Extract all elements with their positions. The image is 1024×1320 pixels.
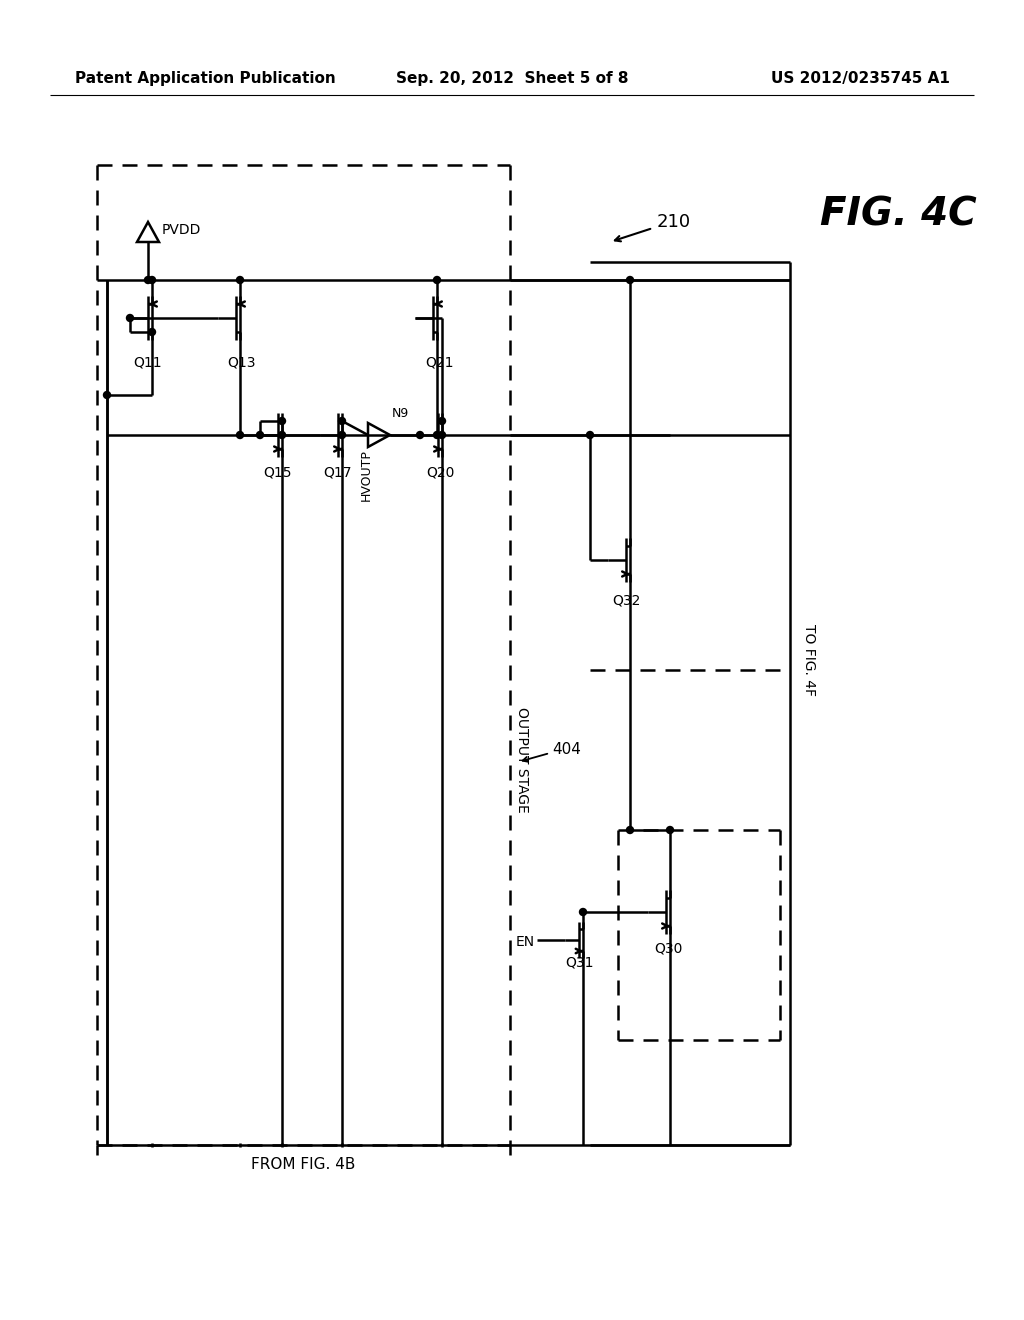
- Text: Patent Application Publication: Patent Application Publication: [75, 70, 336, 86]
- Circle shape: [627, 826, 634, 833]
- Text: Q17: Q17: [324, 465, 352, 479]
- Circle shape: [627, 276, 634, 284]
- Circle shape: [580, 908, 587, 916]
- Text: Q11: Q11: [134, 356, 163, 370]
- Circle shape: [148, 276, 156, 284]
- Text: 210: 210: [657, 213, 691, 231]
- Text: Q30: Q30: [653, 942, 682, 956]
- Text: TO FIG. 4F: TO FIG. 4F: [802, 624, 816, 696]
- Text: Q20: Q20: [426, 465, 455, 479]
- Text: Q13: Q13: [227, 356, 256, 370]
- Circle shape: [144, 276, 152, 284]
- Text: Q32: Q32: [611, 594, 640, 609]
- Circle shape: [256, 432, 263, 438]
- Text: 404: 404: [552, 742, 581, 758]
- Circle shape: [433, 276, 440, 284]
- Circle shape: [587, 432, 594, 438]
- Text: Q15: Q15: [264, 465, 292, 479]
- Text: EN: EN: [516, 935, 535, 949]
- Circle shape: [279, 432, 286, 438]
- Text: Q21: Q21: [425, 356, 454, 370]
- Circle shape: [438, 432, 445, 438]
- Text: FIG. 4C: FIG. 4C: [820, 195, 977, 234]
- Circle shape: [667, 826, 674, 833]
- Circle shape: [339, 417, 345, 425]
- Text: OUTPUT STAGE: OUTPUT STAGE: [515, 708, 529, 813]
- Text: N9: N9: [392, 407, 410, 420]
- Text: HVOUTP: HVOUTP: [359, 449, 373, 500]
- Text: US 2012/0235745 A1: US 2012/0235745 A1: [771, 70, 950, 86]
- Text: FROM FIG. 4B: FROM FIG. 4B: [251, 1158, 355, 1172]
- Circle shape: [148, 329, 156, 335]
- Circle shape: [237, 276, 244, 284]
- Text: PVDD: PVDD: [162, 223, 202, 238]
- Circle shape: [417, 432, 424, 438]
- Text: Sep. 20, 2012  Sheet 5 of 8: Sep. 20, 2012 Sheet 5 of 8: [395, 70, 629, 86]
- Circle shape: [237, 432, 244, 438]
- Circle shape: [438, 417, 445, 425]
- Circle shape: [103, 392, 111, 399]
- Text: Q31: Q31: [565, 956, 593, 970]
- Circle shape: [433, 432, 440, 438]
- Circle shape: [339, 432, 345, 438]
- Circle shape: [279, 417, 286, 425]
- Circle shape: [127, 314, 133, 322]
